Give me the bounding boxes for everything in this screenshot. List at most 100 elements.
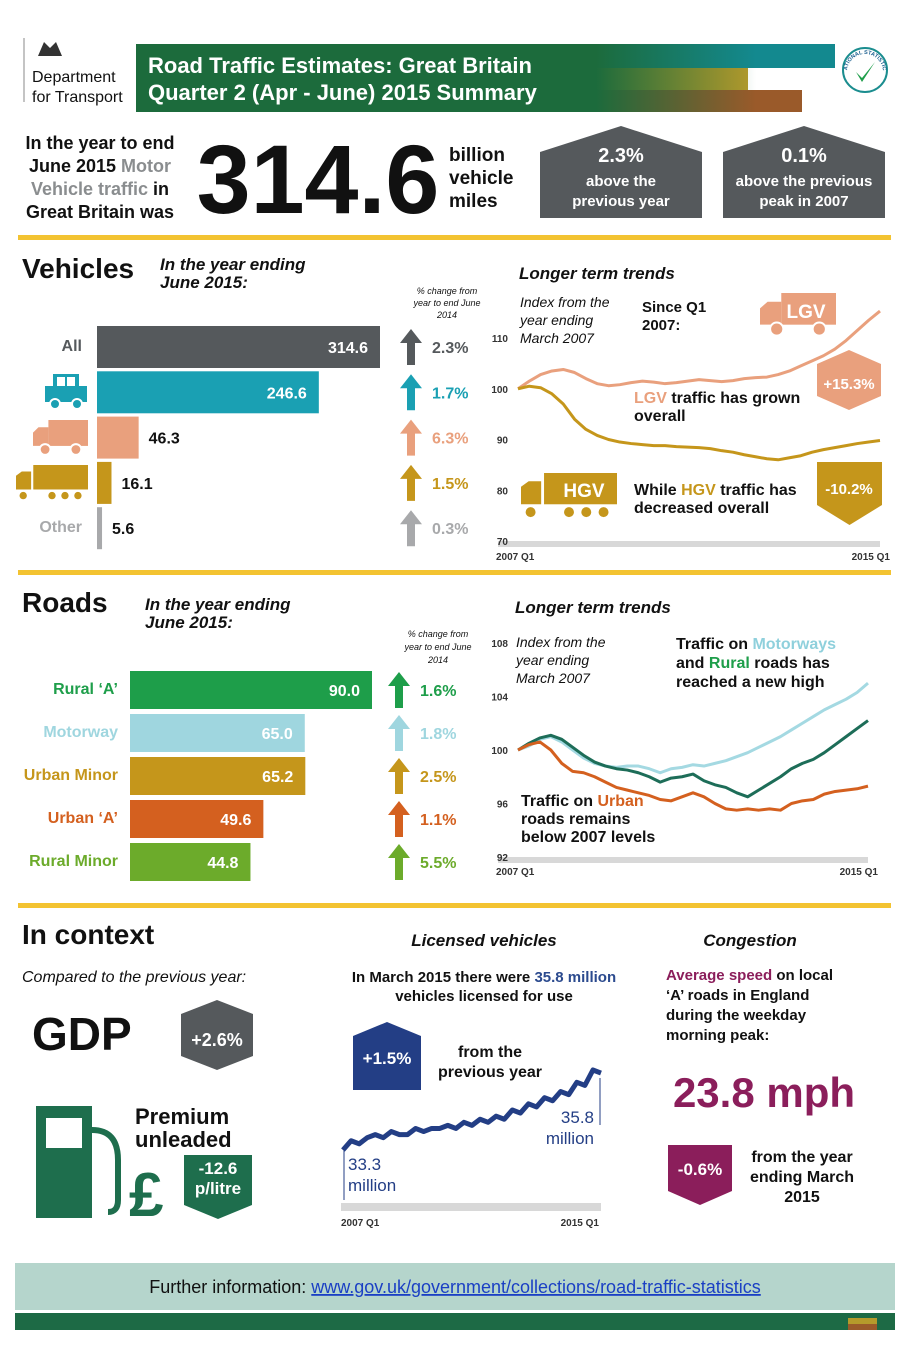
y-tick-label: 110 bbox=[492, 334, 509, 345]
footer-link[interactable]: www.gov.uk/government/collections/road-t… bbox=[310, 1277, 761, 1297]
page-title: Road Traffic Estimates: Great Britain bbox=[148, 53, 532, 78]
chart-annotation: Traffic on Motorways bbox=[676, 636, 836, 653]
van-box bbox=[781, 293, 836, 325]
bar-value: 65.0 bbox=[262, 726, 293, 743]
text-span: Traffic on bbox=[676, 636, 752, 653]
bar bbox=[130, 714, 305, 752]
bar-value: 5.6 bbox=[112, 521, 134, 538]
x-tick-label: 2015 Q1 bbox=[561, 1218, 600, 1229]
text-span: on local bbox=[772, 967, 833, 984]
change-header: % change from bbox=[417, 286, 478, 296]
department-name: for Transport bbox=[32, 89, 123, 106]
context-text: In March 2015 there were 35.8 million bbox=[352, 969, 616, 986]
text-span: ‘A’ roads in England bbox=[666, 987, 809, 1004]
text-span: Urban bbox=[597, 793, 643, 810]
change-value: 2.5% bbox=[420, 769, 456, 786]
text-span: in bbox=[148, 179, 169, 199]
separator bbox=[18, 570, 891, 575]
chart-note: Index from the bbox=[516, 634, 606, 650]
bar-value: 44.8 bbox=[207, 855, 238, 872]
change-note: from the bbox=[458, 1044, 522, 1061]
x-tick-label: 2015 Q1 bbox=[840, 867, 879, 878]
bar bbox=[130, 800, 264, 838]
wheel bbox=[46, 489, 58, 502]
chart-note: Since Q1 bbox=[642, 299, 706, 316]
bar bbox=[97, 416, 139, 459]
chart-note: 2007: bbox=[642, 317, 680, 334]
text-span: In the year to end bbox=[25, 133, 174, 153]
footer-stripe bbox=[848, 1318, 877, 1324]
y-tick-label: 90 bbox=[497, 436, 509, 447]
banner bbox=[136, 44, 596, 112]
change-value: 1.7% bbox=[432, 385, 468, 402]
bar bbox=[97, 461, 112, 504]
context-text: morning peak: bbox=[666, 1027, 769, 1044]
up-arrow bbox=[400, 464, 422, 501]
text-span: Vehicle traffic bbox=[31, 179, 148, 199]
truck-cab bbox=[16, 471, 32, 490]
chart-annotation: reached a new high bbox=[676, 674, 824, 691]
change-header: year to end June bbox=[403, 642, 471, 652]
trend-line bbox=[517, 719, 869, 799]
text-span: reached a new high bbox=[676, 674, 824, 691]
legend-label: HGV bbox=[563, 481, 605, 502]
wheel bbox=[17, 489, 29, 502]
pump-window bbox=[46, 1118, 82, 1148]
text-span: Traffic on bbox=[521, 793, 597, 810]
text-span: While bbox=[634, 482, 681, 499]
chart-title: Longer term trends bbox=[515, 598, 671, 617]
up-arrow bbox=[388, 715, 410, 751]
text-span: LGV bbox=[634, 390, 667, 407]
page-title: Quarter 2 (Apr - June) 2015 Summary bbox=[148, 80, 538, 105]
change-value: 1.1% bbox=[420, 812, 456, 829]
text-span: HGV bbox=[681, 482, 716, 499]
chart-annotation: While HGV traffic has bbox=[634, 482, 797, 499]
pound-symbol: £ bbox=[129, 1161, 163, 1230]
chart-note: March 2007 bbox=[520, 330, 595, 346]
car-window bbox=[67, 377, 75, 386]
bar bbox=[130, 843, 251, 881]
up-arrow bbox=[400, 374, 422, 411]
chart-annotation: LGV traffic has grown bbox=[634, 390, 800, 407]
change-value: 5.5% bbox=[420, 855, 456, 872]
badge-value: 2.3% bbox=[598, 145, 644, 167]
y-tick-label: 96 bbox=[497, 800, 509, 811]
y-tick-label: 104 bbox=[491, 693, 508, 704]
car-window bbox=[57, 377, 65, 386]
change-value: 1.6% bbox=[420, 683, 456, 700]
x-tick-label: 2007 Q1 bbox=[496, 867, 535, 878]
chart-annotation: and Rural roads has bbox=[676, 655, 830, 672]
footer-text: Further information: www.gov.uk/governme… bbox=[149, 1277, 761, 1297]
badge-text: above the bbox=[586, 173, 656, 190]
y-tick-label: 80 bbox=[497, 486, 509, 497]
footer-stripe bbox=[848, 1324, 877, 1330]
change-value: +15.3% bbox=[823, 376, 874, 393]
summary-intro: June 2015 Motor bbox=[29, 156, 171, 176]
x-tick-label: 2015 Q1 bbox=[852, 552, 891, 563]
wheel bbox=[59, 489, 71, 502]
wheel bbox=[579, 505, 594, 520]
text-span: morning peak: bbox=[666, 1027, 769, 1044]
total-unit: vehicle bbox=[449, 168, 513, 189]
van-box bbox=[48, 420, 88, 446]
change-header: 2014 bbox=[427, 655, 448, 665]
change-value: 1.5% bbox=[432, 476, 468, 493]
section-subtitle: In the year ending bbox=[145, 595, 291, 614]
change-note: 2015 bbox=[784, 1189, 820, 1206]
line-label: 33.3 bbox=[348, 1155, 381, 1174]
bar bbox=[97, 371, 319, 414]
total-unit: billion bbox=[449, 145, 505, 166]
total-figure: 314.6 bbox=[197, 125, 440, 234]
change-note: ending March bbox=[750, 1169, 854, 1186]
chart-note: year ending bbox=[515, 652, 589, 668]
chart-annotation: below 2007 levels bbox=[521, 829, 655, 846]
crest bbox=[38, 42, 62, 56]
section-subtitle: In the year ending bbox=[160, 255, 306, 274]
up-arrow bbox=[388, 844, 410, 880]
y-tick-label: 100 bbox=[491, 746, 508, 757]
footer-stripe bbox=[15, 1313, 895, 1330]
text-span: vehicles licensed for use bbox=[395, 988, 573, 1005]
bar-category: Motorway bbox=[43, 724, 118, 741]
